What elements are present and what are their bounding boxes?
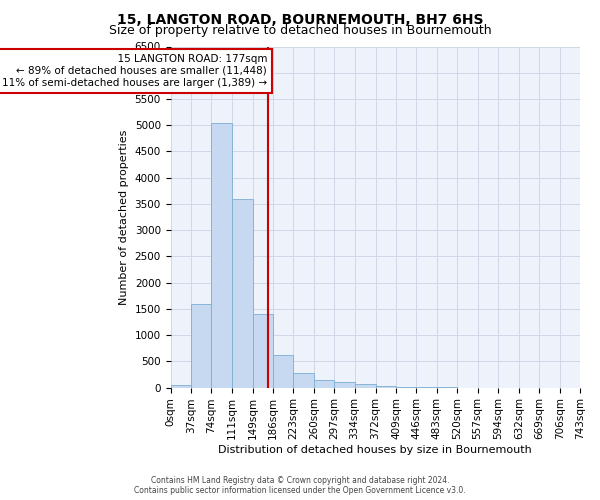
Text: Contains HM Land Registry data © Crown copyright and database right 2024.
Contai: Contains HM Land Registry data © Crown c… [134, 476, 466, 495]
Bar [232, 198, 253, 388]
Bar [293, 373, 314, 388]
Text: 15, LANGTON ROAD, BOURNEMOUTH, BH7 6HS: 15, LANGTON ROAD, BOURNEMOUTH, BH7 6HS [117, 12, 483, 26]
Bar [355, 384, 376, 388]
Bar [376, 386, 396, 388]
Bar [211, 122, 232, 388]
Bar [170, 385, 191, 388]
X-axis label: Distribution of detached houses by size in Bournemouth: Distribution of detached houses by size … [218, 445, 532, 455]
Text: Size of property relative to detached houses in Bournemouth: Size of property relative to detached ho… [109, 24, 491, 37]
Text: 15 LANGTON ROAD: 177sqm
← 89% of detached houses are smaller (11,448)
11% of sem: 15 LANGTON ROAD: 177sqm ← 89% of detache… [2, 54, 267, 88]
Bar [273, 355, 293, 388]
Bar [314, 380, 334, 388]
Y-axis label: Number of detached properties: Number of detached properties [119, 130, 129, 304]
Bar [253, 314, 273, 388]
Bar [396, 387, 416, 388]
Bar [334, 382, 355, 388]
Bar [191, 304, 211, 388]
